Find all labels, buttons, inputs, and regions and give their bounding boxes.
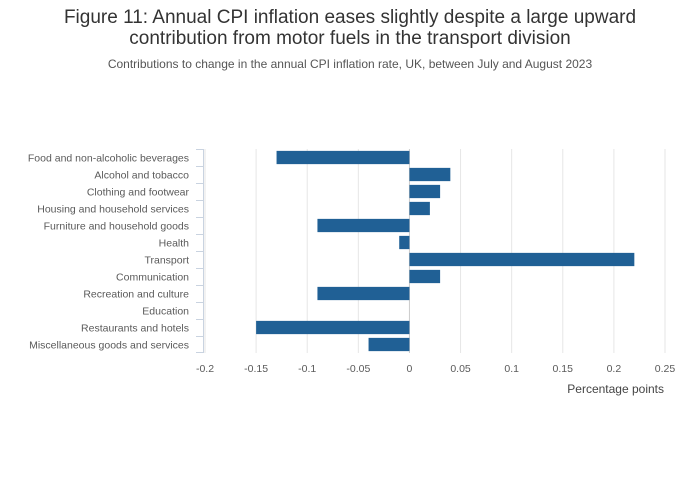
bar[interactable] (409, 252, 635, 267)
y-tick-label: Communication (116, 272, 189, 284)
x-tick-label: -0.15 (244, 363, 268, 375)
y-tick-label: Miscellaneous goods and services (29, 340, 189, 352)
y-tick-label: Restaurants and hotels (81, 323, 189, 335)
bar[interactable] (317, 286, 410, 301)
chart-title-line-2: contribution from motor fuels in the tra… (129, 28, 571, 49)
y-axis: Food and non-alcoholic beverages Alcohol … (28, 149, 204, 353)
x-tick-label: 0.2 (607, 363, 622, 375)
y-tick-label: Transport (144, 255, 189, 267)
bar[interactable] (256, 320, 410, 335)
y-tick-label: Food and non-alcoholic beverages (28, 153, 189, 165)
x-axis: -0.2 -0.15 -0.1 -0.05 0 0.05 0.1 0.15 0.2 0.25 (196, 363, 675, 375)
x-tick-label: 0 (407, 363, 413, 375)
y-tick-label: Recreation and culture (83, 289, 189, 301)
bar[interactable] (409, 167, 451, 182)
chart-subtitle: Contributions to change in the annual CP… (107, 57, 593, 71)
x-tick-label: 0.25 (655, 363, 676, 375)
bar[interactable] (399, 235, 410, 250)
x-tick-label: 0.05 (450, 363, 471, 375)
bar[interactable] (276, 150, 410, 165)
gridlines (204, 149, 666, 353)
y-tick-label: Alcohol and tobacco (94, 170, 189, 182)
x-tick-label: -0.05 (346, 363, 370, 375)
chart-title-line-1: Figure 11: Annual CPI inflation eases sl… (63, 7, 637, 28)
y-tick-label: Clothing and footwear (87, 187, 190, 199)
chart-title: Figure 11: Annual CPI inflation eases sl… (0, 7, 700, 49)
bar[interactable] (317, 218, 410, 233)
y-tick-label: Health (159, 238, 190, 250)
bar[interactable] (368, 337, 410, 352)
x-axis-title: Percentage points (567, 382, 664, 396)
bar[interactable] (409, 201, 430, 216)
x-tick-label: 0.15 (553, 363, 574, 375)
x-tick-label: -0.1 (298, 363, 316, 375)
y-tick-label: Furniture and household goods (44, 221, 189, 233)
bar[interactable] (409, 184, 441, 199)
bars (256, 150, 635, 352)
x-tick-label: -0.2 (196, 363, 214, 375)
y-tick-label: Education (142, 306, 189, 318)
bar[interactable] (409, 269, 441, 284)
x-tick-label: 0.1 (504, 363, 519, 375)
y-tick-label: Housing and household services (37, 204, 189, 216)
